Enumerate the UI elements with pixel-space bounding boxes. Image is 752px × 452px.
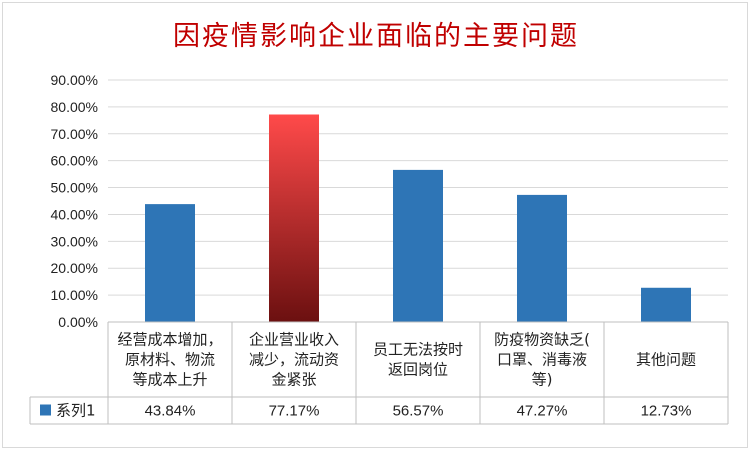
bars (145, 114, 691, 322)
bar (145, 204, 195, 322)
category-label: 等) (532, 371, 553, 389)
y-tick-label: 0.00% (58, 314, 98, 330)
category-label: 原材料、物流 (125, 351, 215, 369)
data-label: 43.84% (145, 403, 196, 420)
y-axis-ticks: 0.00% 10.00% 20.00% 30.00% 40.00% 50.00% 60.00… (51, 72, 98, 330)
category-label: 经营成本增加， (117, 331, 222, 349)
y-tick-label: 90.00% (51, 72, 98, 88)
data-label: 77.17% (269, 403, 320, 420)
legend-swatch (40, 404, 51, 416)
data-label: 47.27% (517, 403, 568, 420)
category-label: 等成本上升 (132, 371, 207, 389)
category-label: 减少，流动资 (249, 351, 339, 369)
bar (517, 194, 567, 322)
y-tick-label: 60.00% (51, 153, 98, 169)
y-tick-label: 40.00% (51, 206, 98, 222)
bar (641, 287, 691, 322)
y-tick-label: 30.00% (51, 233, 98, 249)
bar (393, 169, 443, 322)
chart-title: 因疫情影响企业面临的主要问题 (173, 21, 579, 52)
category-label: 其他问题 (636, 351, 696, 369)
y-tick-label: 10.00% (51, 287, 98, 303)
category-label: 防疫物资缺乏( (494, 331, 590, 349)
series-name: 系列1 (56, 402, 96, 420)
y-tick-label: 20.00% (51, 260, 98, 276)
y-tick-label: 70.00% (51, 126, 98, 142)
category-label: 返回岗位 (388, 361, 448, 379)
category-label: 金紧张 (271, 371, 316, 389)
bar (269, 114, 319, 322)
y-tick-label: 80.00% (51, 99, 98, 115)
category-label: 企业营业收入 (249, 331, 339, 349)
category-label: 口罩、消毒液 (497, 351, 587, 369)
data-label: 56.57% (393, 403, 444, 420)
category-label: 员工无法按时 (373, 341, 463, 359)
y-tick-label: 50.00% (51, 180, 98, 196)
chart-frame (2, 2, 748, 448)
data-label: 12.73% (641, 403, 692, 420)
